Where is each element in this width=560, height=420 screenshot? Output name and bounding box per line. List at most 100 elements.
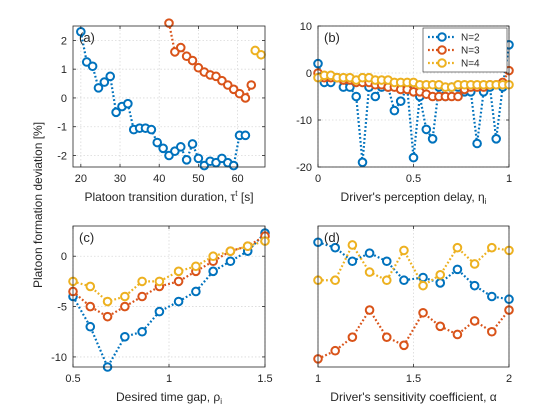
x-tick-label: 1: [506, 173, 512, 185]
data-point: [187, 139, 198, 149]
data-point: [173, 276, 184, 287]
data-point: [351, 91, 362, 102]
data-point: [137, 326, 147, 337]
data-point: [435, 321, 446, 332]
data-point: [381, 256, 392, 267]
data-point: [173, 266, 184, 277]
x-tick-label: 40: [153, 173, 165, 185]
panel-d: 1 1.5 2 (d) Driver's sensitivity coefficient…: [313, 225, 514, 404]
data-point: [175, 142, 186, 152]
data-point: [435, 278, 446, 288]
data-point: [120, 291, 130, 302]
data-point: [154, 306, 165, 317]
y-tick-label: -10: [51, 352, 67, 364]
data-point: [347, 332, 358, 342]
data-point: [381, 332, 392, 342]
data-point: [208, 266, 218, 277]
data-point: [421, 124, 432, 135]
data-point: [418, 280, 428, 291]
data-point: [399, 245, 409, 256]
series-N4: [313, 70, 514, 92]
x-tick-label: 0.5: [406, 173, 421, 185]
data-point: [487, 291, 497, 302]
data-point: [469, 280, 480, 291]
y-tick-label: 1: [61, 64, 67, 76]
data-point: [330, 345, 340, 356]
data-point: [123, 98, 133, 109]
data-point: [187, 55, 198, 66]
legend-label: N=4: [461, 59, 480, 70]
panel-c: 0.5 1 1.5 -10 -5 0 (c) Desired time gap, ρi​: [51, 225, 273, 406]
legend-marker: [437, 45, 447, 55]
data-point: [453, 91, 463, 102]
data-point: [137, 291, 147, 302]
y-tick-label: -10: [296, 115, 312, 127]
legend: N=2 N=3 N=4: [422, 27, 508, 73]
data-point: [469, 259, 480, 269]
y-tick-label: 10: [300, 21, 312, 33]
y-tick-label: -1: [57, 122, 67, 134]
data-point: [164, 18, 174, 28]
legend-label: N=2: [461, 33, 480, 44]
data-point: [225, 246, 236, 256]
axes-frame: [72, 25, 266, 168]
legend-marker: [437, 58, 447, 68]
x-tick-label: 30: [114, 173, 126, 185]
x-axis-label: Platoon transition duration, τt​ [s]: [84, 189, 253, 204]
data-point: [102, 311, 113, 322]
data-point: [418, 307, 428, 318]
data-point: [111, 107, 121, 118]
data-point: [228, 160, 239, 171]
data-point: [225, 256, 236, 267]
data-point: [181, 155, 192, 165]
data-point: [193, 153, 204, 164]
x-tick-label: 0.5: [65, 373, 80, 385]
data-point: [452, 242, 463, 253]
data-point: [487, 242, 497, 253]
x-axis-label: Desired time gap, ρi​: [116, 390, 222, 406]
panel-a: 20 30 40 50 60 -2 -1 0 1 2 (a) Platoon transition d…: [57, 18, 266, 204]
series-N3: [164, 18, 257, 103]
data-point: [240, 93, 251, 103]
data-point: [487, 326, 497, 337]
data-point: [389, 105, 400, 116]
data-point: [347, 256, 358, 267]
data-point: [146, 124, 157, 135]
panel-label: (d): [324, 230, 340, 245]
x-tick-label: 1.5: [406, 373, 421, 385]
x-tick-label: 0: [315, 173, 321, 185]
data-point: [242, 241, 253, 251]
data-point: [85, 321, 96, 332]
panel-b: 0 0.5 1 -20 -10 0 10 (b) Driver's perception del…: [296, 21, 514, 206]
data-point: [364, 267, 375, 277]
data-point: [93, 83, 104, 93]
data-point: [191, 261, 201, 272]
data-point: [357, 157, 368, 168]
x-tick-label: 20: [75, 173, 87, 185]
x-tick-label: 60: [231, 173, 243, 185]
x-axis-label: Driver's sensitivity coefficient, α: [330, 390, 496, 404]
y-tick-label: 0: [61, 251, 67, 263]
data-point: [472, 138, 482, 149]
panel-label: (a): [79, 30, 95, 45]
data-point: [137, 276, 147, 287]
legend-marker: [437, 32, 447, 42]
data-point: [452, 329, 463, 340]
y-tick-label: 2: [61, 35, 67, 47]
data-point: [208, 251, 218, 262]
data-point: [191, 286, 201, 297]
data-point: [87, 61, 98, 72]
x-tick-label: 1: [315, 373, 321, 385]
data-point: [256, 49, 266, 60]
data-point: [427, 134, 438, 144]
data-point: [408, 152, 419, 163]
data-point: [246, 80, 257, 90]
data-point: [175, 42, 186, 53]
data-point: [330, 275, 340, 286]
data-point: [418, 272, 428, 283]
data-point: [102, 296, 113, 307]
x-tick-label: 1: [166, 373, 172, 385]
y-tick-label: -5: [57, 302, 67, 314]
series-N2: [76, 26, 251, 171]
y-tick-label: 0: [61, 93, 67, 105]
